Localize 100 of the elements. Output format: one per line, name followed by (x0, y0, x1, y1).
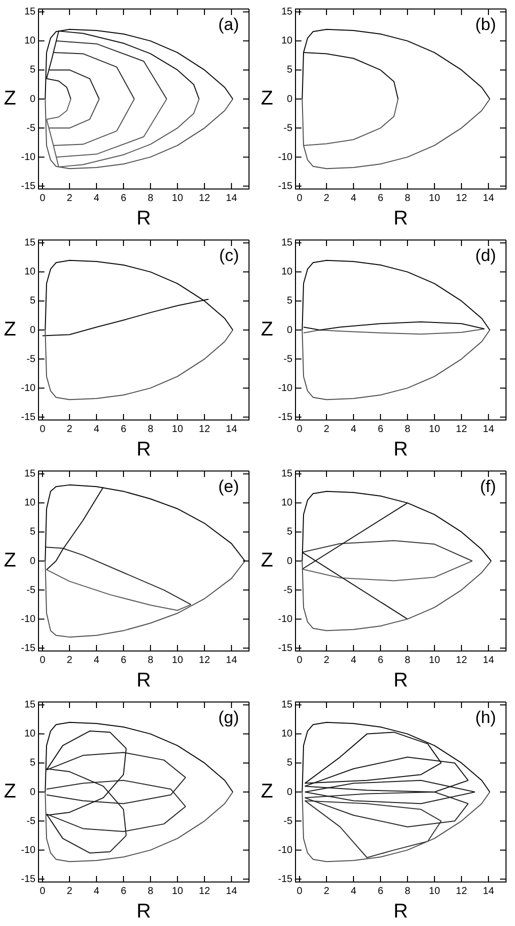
y-tick-label: -15 (21, 412, 36, 423)
y-tick-label: -15 (278, 180, 293, 192)
annotation: (h) (475, 708, 496, 728)
x-tick-label: 0 (296, 654, 303, 666)
y-axis-title: Z (4, 780, 16, 803)
y-axis-title: Z (260, 550, 274, 572)
annotation: (a) (218, 15, 239, 34)
y-tick-label: -10 (21, 844, 36, 856)
x-tick-label: 6 (120, 424, 127, 435)
x-tick-label: 0 (40, 424, 46, 435)
x-tick-label: 10 (172, 192, 184, 204)
x-tick-label: 10 (172, 654, 184, 666)
y-tick-label: -15 (21, 180, 36, 192)
x-tick-label: 4 (350, 886, 357, 897)
y-tick-label: 5 (286, 64, 293, 76)
x-tick-label: 8 (404, 192, 411, 204)
y-tick-label: 15 (281, 700, 293, 711)
y-tick-label: -10 (278, 844, 293, 856)
x-axis-title: R (394, 438, 408, 461)
x-tick-label: 12 (198, 424, 210, 435)
y-tick-label: 5 (30, 296, 36, 307)
x-tick-label: 6 (120, 886, 127, 897)
y-tick-label: 15 (281, 468, 293, 480)
y-tick-label: 5 (30, 526, 36, 538)
x-tick-label: 4 (350, 424, 357, 435)
y-tick-label: 0 (30, 786, 36, 798)
x-tick-label: 14 (482, 192, 494, 204)
x-tick-label: 8 (148, 424, 154, 435)
y-tick-label: 0 (286, 786, 293, 798)
x-axis-title: R (394, 900, 408, 923)
y-tick-label: 5 (286, 758, 293, 769)
x-tick-label: 0 (40, 192, 46, 204)
x-axis-title: R (136, 900, 151, 923)
y-tick-label: -5 (26, 584, 36, 596)
x-tick-label: 4 (94, 424, 100, 435)
x-tick-label: 10 (428, 424, 440, 435)
x-tick-label: 6 (378, 654, 384, 666)
y-axis-title: Z (260, 318, 274, 341)
y-tick-label: 0 (286, 324, 293, 336)
x-tick-label: 8 (148, 192, 154, 204)
y-tick-label: 15 (24, 468, 36, 480)
x-tick-label: 6 (378, 886, 384, 897)
y-tick-label: 10 (281, 728, 293, 740)
y-tick-label: 15 (281, 6, 293, 18)
y-tick-label: 10 (24, 728, 36, 740)
x-tick-label: 10 (428, 192, 440, 204)
x-tick-label: 14 (482, 654, 494, 666)
y-tick-label: 10 (24, 266, 36, 278)
x-tick-label: 14 (482, 886, 494, 897)
y-axis-title: Z (260, 88, 274, 110)
x-tick-label: 10 (172, 886, 184, 897)
x-tick-label: 12 (456, 424, 468, 435)
x-tick-label: 8 (148, 886, 154, 897)
x-tick-label: 12 (198, 886, 210, 897)
y-tick-label: -5 (284, 816, 293, 827)
x-tick-label: 6 (378, 424, 384, 435)
y-tick-label: 10 (24, 36, 36, 47)
y-axis-title: Z (4, 550, 16, 572)
y-tick-label: 15 (24, 6, 36, 18)
y-tick-label: -15 (278, 642, 293, 654)
x-axis-title: R (136, 208, 151, 230)
y-tick-label: 10 (281, 36, 293, 47)
annotation: (c) (219, 246, 239, 266)
x-tick-label: 14 (226, 424, 238, 435)
annotation: (f) (480, 477, 496, 496)
x-tick-label: 14 (226, 192, 238, 204)
x-tick-label: 12 (456, 886, 468, 897)
x-tick-label: 12 (456, 654, 468, 666)
y-tick-label: -5 (284, 584, 293, 596)
y-tick-label: 15 (24, 238, 36, 249)
x-tick-label: 2 (66, 654, 73, 666)
y-tick-label: 0 (30, 94, 36, 105)
x-tick-label: 6 (120, 654, 127, 666)
y-tick-label: -5 (284, 122, 293, 134)
x-tick-label: 4 (94, 886, 100, 897)
x-tick-label: 0 (40, 654, 46, 666)
x-tick-label: 6 (120, 192, 127, 204)
y-tick-label: 10 (281, 498, 293, 509)
x-tick-label: 2 (66, 192, 73, 204)
x-tick-label: 14 (226, 886, 238, 897)
y-tick-label: 5 (286, 296, 293, 307)
x-tick-label: 8 (148, 654, 154, 666)
y-tick-label: 0 (30, 556, 36, 567)
y-tick-label: -10 (278, 614, 293, 625)
x-axis-title: R (136, 438, 151, 461)
y-tick-label: -5 (26, 816, 36, 827)
x-tick-label: 2 (324, 654, 330, 666)
x-tick-label: 4 (350, 192, 357, 204)
annotation: (b) (475, 15, 496, 34)
x-axis-title: R (136, 670, 151, 692)
x-tick-label: 0 (296, 424, 303, 435)
x-tick-label: 10 (428, 654, 440, 666)
y-tick-label: -15 (21, 642, 36, 654)
y-tick-label: -10 (21, 382, 36, 394)
y-tick-label: 15 (281, 238, 293, 249)
x-tick-label: 14 (482, 424, 494, 435)
y-tick-label: -10 (278, 152, 293, 163)
x-tick-label: 4 (94, 654, 100, 666)
y-tick-label: 10 (24, 498, 36, 509)
x-tick-label: 8 (404, 886, 411, 897)
